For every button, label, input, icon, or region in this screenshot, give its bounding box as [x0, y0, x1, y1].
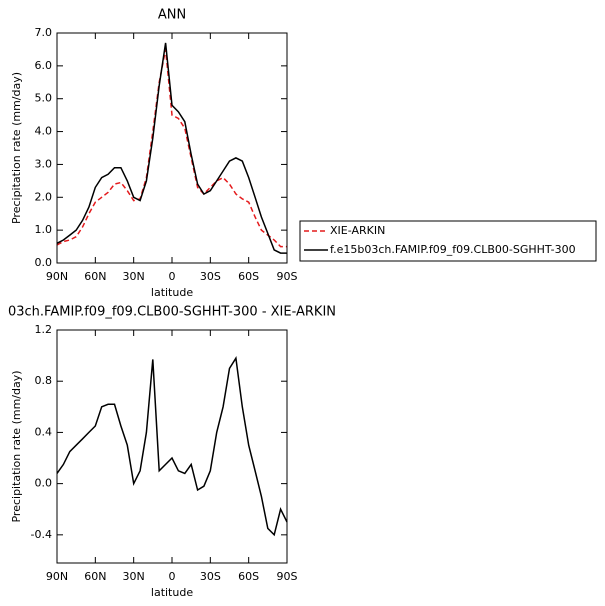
- x-tick-label: 30N: [123, 270, 145, 283]
- y-tick-label: -0.4: [31, 528, 52, 541]
- plot-frame: [56, 329, 288, 564]
- x-tick-label: 60S: [238, 270, 259, 283]
- chart-title: 03ch.FAMIP.f09_f09.CLB00-SGHHT-300 - XIE…: [8, 305, 336, 320]
- x-tick-label: 90S: [277, 570, 298, 583]
- y-axis-label: Precipitation rate (mm/day): [10, 370, 23, 522]
- y-tick-label: 6.0: [35, 59, 53, 72]
- y-tick-label: 5.0: [35, 92, 53, 105]
- line-series: [56, 356, 288, 537]
- x-axis-label: latitude: [151, 286, 193, 299]
- y-axis-label: Precipitation rate (mm/day): [10, 72, 23, 224]
- plot-frame: [56, 32, 288, 264]
- y-tick-label: 3.0: [35, 157, 53, 170]
- x-tick-label: 0: [169, 270, 176, 283]
- y-tick-label: 1.2: [35, 323, 53, 336]
- x-tick-label: 0: [169, 570, 176, 583]
- y-tick-label: 0.0: [35, 256, 53, 269]
- x-tick-label: 30S: [200, 570, 221, 583]
- x-tick-label: 90N: [46, 570, 68, 583]
- y-tick-label: 7.0: [35, 26, 53, 39]
- legend-box: [299, 220, 597, 262]
- x-tick-label: 60N: [84, 270, 106, 283]
- x-tick-label: 60N: [84, 570, 106, 583]
- x-tick-label: 30S: [200, 270, 221, 283]
- y-tick-label: 0.4: [35, 425, 53, 438]
- x-tick-label: 90N: [46, 270, 68, 283]
- x-tick-label: 30N: [123, 570, 145, 583]
- chart-title: ANN: [158, 8, 186, 23]
- y-tick-label: 1.0: [35, 223, 53, 236]
- y-tick-label: 4.0: [35, 125, 53, 138]
- x-tick-label: 60S: [238, 570, 259, 583]
- line-series: [56, 49, 287, 248]
- legend-label: XIE-ARKIN: [330, 224, 385, 237]
- line-series: [56, 42, 287, 254]
- legend-label: f.e15b03ch.FAMIP.f09_f09.CLB00-SGHHT-300: [330, 243, 576, 256]
- y-tick-label: 2.0: [35, 190, 53, 203]
- x-tick-label: 90S: [277, 270, 298, 283]
- x-axis-label: latitude: [151, 586, 193, 599]
- y-tick-label: 0.8: [35, 374, 53, 387]
- y-tick-label: 0.0: [35, 477, 53, 490]
